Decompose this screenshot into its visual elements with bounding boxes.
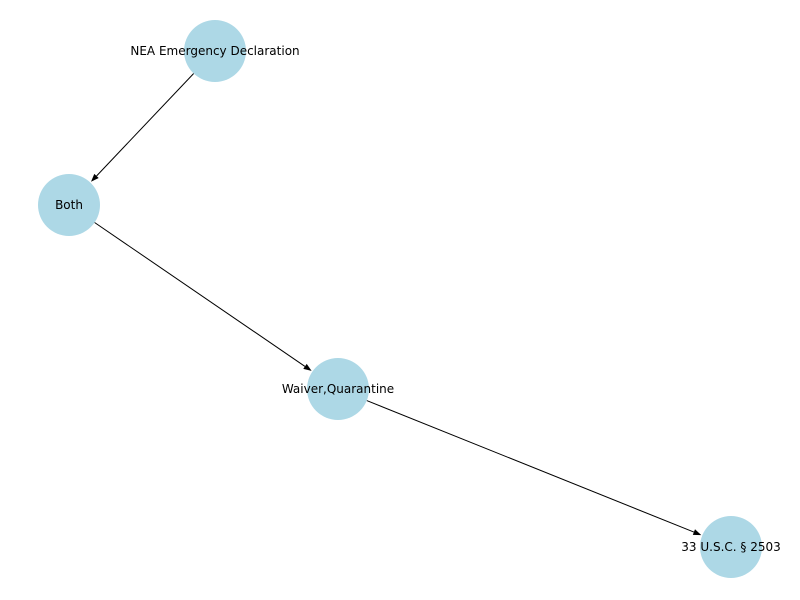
node-circle <box>184 20 246 82</box>
node-circle <box>307 358 369 420</box>
edge-both-to-waiver <box>94 222 312 371</box>
edge-line <box>366 400 695 533</box>
edge-nea-to-both <box>91 73 195 182</box>
edge-waiver-to-usc <box>366 400 702 536</box>
edge-arrowhead <box>303 363 312 371</box>
node-label: Both <box>55 198 83 212</box>
edge-arrowhead <box>692 529 702 536</box>
edge-line <box>94 222 306 367</box>
node-waiver-quarantine: Waiver,Quarantine <box>282 358 394 420</box>
node-nea-emergency-declaration: NEA Emergency Declaration <box>130 20 300 82</box>
node-circle <box>700 516 762 578</box>
node-label: NEA Emergency Declaration <box>130 44 299 58</box>
node-both: Both <box>38 174 100 236</box>
node-label: Waiver,Quarantine <box>282 382 394 396</box>
nodes-layer: NEA Emergency Declaration Both Waiver,Qu… <box>38 20 781 578</box>
edges-layer <box>91 73 702 536</box>
edge-arrowhead <box>91 173 99 182</box>
node-label: 33 U.S.C. § 2503 <box>681 540 780 554</box>
node-33-usc-2503: 33 U.S.C. § 2503 <box>681 516 781 578</box>
node-circle <box>38 174 100 236</box>
edge-line <box>96 73 195 177</box>
